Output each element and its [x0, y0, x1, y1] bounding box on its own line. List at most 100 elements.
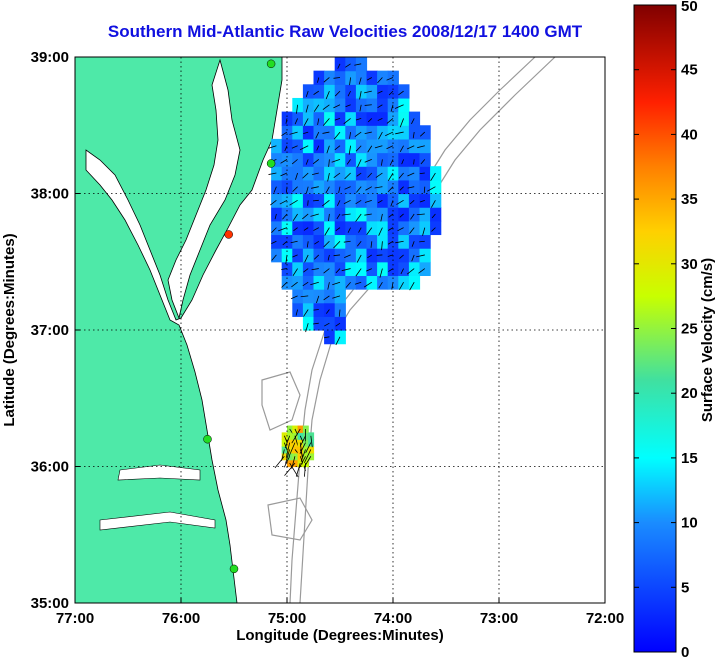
velocity-vector — [322, 118, 330, 126]
velocity-cell — [408, 207, 421, 222]
x-tick-label: 77:00 — [56, 610, 94, 627]
velocity-vector — [357, 159, 362, 168]
velocity-vector — [388, 213, 394, 218]
velocity-cell — [355, 166, 368, 181]
colorbar-title: Surface Velocity (cm/s) — [699, 258, 716, 422]
velocity-vector — [354, 63, 362, 66]
velocity-cell — [302, 138, 315, 154]
velocity-cell — [419, 207, 431, 222]
velocity-cell — [377, 138, 389, 154]
velocity-vector — [407, 186, 415, 189]
velocity-vector — [327, 282, 330, 290]
velocity-vector — [302, 213, 309, 220]
velocity-vector — [322, 131, 330, 134]
velocity-cell — [324, 125, 336, 140]
velocity-vector — [291, 145, 298, 149]
velocity-vector — [323, 77, 330, 83]
velocity-cell — [419, 138, 431, 154]
velocity-cell — [345, 275, 357, 290]
velocity-vector — [290, 295, 298, 300]
velocity-cell — [366, 97, 378, 113]
velocity-vector — [305, 159, 309, 165]
velocity-vector — [290, 240, 298, 244]
velocity-vector — [291, 281, 298, 288]
velocity-vector — [355, 145, 362, 152]
velocity-cell — [334, 248, 346, 263]
velocity-cell — [408, 275, 421, 290]
velocity-cell — [408, 179, 421, 195]
velocity-cell — [387, 220, 399, 236]
velocity-vector — [345, 63, 351, 68]
velocity-cell — [355, 220, 368, 236]
velocity-vector — [322, 104, 330, 110]
velocity-vector — [355, 199, 362, 205]
inlet — [99, 511, 216, 531]
velocity-vector — [302, 172, 309, 179]
velocity-cell — [398, 97, 410, 113]
velocity-vector — [313, 254, 320, 260]
velocity-vector — [377, 104, 383, 109]
velocity-cell — [302, 207, 315, 222]
velocity-cell — [292, 125, 304, 140]
velocity-cell — [345, 179, 357, 195]
velocity-cell — [345, 57, 357, 72]
velocity-vector — [280, 172, 288, 177]
velocity-cell — [334, 330, 346, 345]
velocity-vector — [268, 145, 277, 149]
velocity-cell — [287, 452, 293, 461]
velocity-cell — [313, 316, 325, 331]
radar-station — [229, 564, 239, 574]
velocity-vector — [386, 145, 394, 150]
velocity-vector — [356, 254, 362, 263]
velocity-vector — [303, 268, 309, 273]
velocity-vector — [409, 200, 415, 205]
velocity-vector — [282, 213, 288, 220]
colorbar-tick-label: 25 — [681, 321, 698, 338]
velocity-vector — [289, 199, 298, 206]
velocity-vector — [422, 227, 426, 236]
velocity-cell — [334, 125, 346, 140]
velocity-cell — [398, 84, 410, 99]
velocity-cell — [302, 432, 309, 440]
velocity-vector — [281, 281, 288, 288]
velocity-vector — [327, 172, 330, 182]
velocity-cell — [387, 166, 399, 181]
velocity-cell — [387, 125, 399, 140]
velocity-cell — [334, 289, 346, 304]
velocity-vector — [388, 268, 394, 272]
velocity-region — [268, 57, 442, 346]
colorbar-tick-label: 0 — [681, 644, 689, 659]
velocity-vector — [418, 268, 426, 274]
velocity-cell — [408, 220, 421, 236]
velocity-vector — [364, 199, 372, 203]
velocity-cell — [324, 193, 336, 208]
velocity-vector — [281, 449, 285, 461]
velocity-vector — [399, 213, 404, 218]
velocity-cell — [366, 220, 378, 236]
velocity-cell — [355, 275, 368, 290]
velocity-vector — [374, 186, 383, 189]
velocity-vector — [296, 104, 298, 114]
velocity-vector — [419, 172, 425, 175]
velocity-cell — [292, 220, 304, 236]
velocity-cell — [334, 316, 346, 331]
velocity-vector — [317, 77, 320, 83]
radar-station — [266, 159, 276, 168]
velocity-vector — [334, 145, 341, 151]
velocity-vector — [427, 186, 436, 192]
velocity-vector — [336, 200, 341, 206]
velocity-cell — [345, 152, 357, 167]
velocity-vector — [341, 213, 351, 216]
radar-station — [224, 230, 233, 239]
velocity-cell — [302, 261, 315, 276]
velocity-cell — [292, 289, 304, 304]
velocity-vector — [364, 131, 372, 135]
velocity-cell — [324, 302, 336, 317]
velocity-cell — [313, 97, 325, 113]
velocity-cell — [398, 125, 410, 140]
velocity-vector — [337, 63, 341, 69]
velocity-cell — [377, 166, 389, 181]
velocity-cell — [398, 248, 410, 263]
velocity-cell — [271, 138, 283, 154]
velocity-vector — [310, 186, 319, 189]
